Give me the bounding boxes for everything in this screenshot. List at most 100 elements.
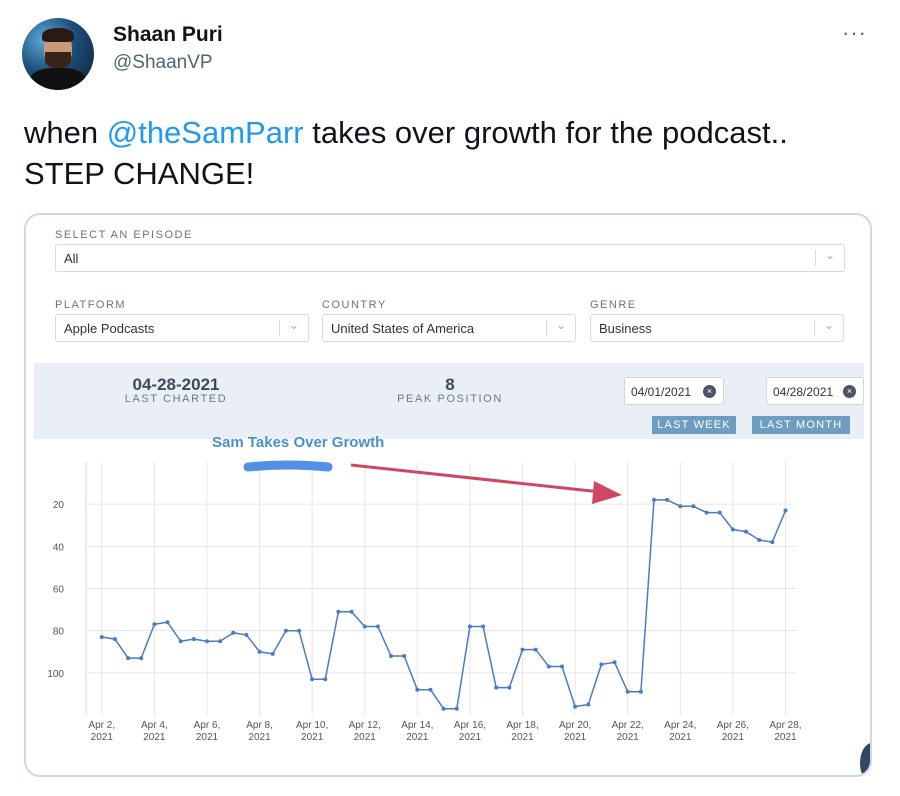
data-point [191, 637, 196, 642]
x-tick-year: 2021 [406, 732, 429, 743]
genre-select[interactable]: Business ⌄ [590, 314, 844, 342]
scroll-handle[interactable] [860, 743, 870, 775]
data-point [612, 660, 617, 665]
media-card[interactable]: SELECT AN EPISODE All ⌄ PLATFORM Apple P… [24, 213, 872, 777]
episode-select-value: All [64, 251, 79, 266]
data-point [770, 540, 775, 545]
platform-select[interactable]: Apple Podcasts ⌄ [55, 314, 309, 342]
chevron-down-icon: ⌄ [823, 318, 834, 332]
series-rank [99, 497, 788, 711]
data-point [178, 639, 183, 644]
annotation-arrow-head [592, 481, 622, 504]
data-point [586, 702, 591, 707]
data-point [730, 527, 735, 532]
clear-icon[interactable]: × [703, 385, 716, 398]
x-tick-label: Apr 14, [401, 720, 433, 731]
x-tick-label: Apr 10, [296, 720, 328, 731]
country-select-value: United States of America [331, 321, 475, 336]
start-date-value: 04/01/2021 [631, 385, 692, 399]
y-tick-label: 40 [53, 542, 65, 553]
data-point [691, 504, 696, 509]
user-handle[interactable]: @ShaanVP [113, 52, 213, 73]
data-point [218, 639, 223, 644]
data-point [415, 687, 420, 692]
y-tick-label: 80 [53, 627, 65, 638]
x-tick-year: 2021 [248, 732, 271, 743]
data-point [481, 624, 486, 629]
x-tick-year: 2021 [143, 732, 166, 743]
genre-label: GENRE [590, 299, 637, 311]
platform-label: PLATFORM [55, 299, 127, 311]
data-point [428, 687, 433, 692]
end-date-input[interactable]: 04/28/2021 × [766, 377, 864, 405]
data-point [389, 654, 393, 658]
x-tick-label: Apr 24, [664, 720, 696, 731]
data-point [599, 662, 604, 667]
x-tick-label: Apr 16, [454, 720, 486, 731]
data-point [757, 538, 762, 542]
data-point [244, 632, 249, 637]
data-point [744, 529, 748, 534]
x-tick-label: Apr 12, [349, 720, 381, 731]
data-point [126, 656, 131, 661]
x-tick-label: Apr 26, [717, 720, 749, 731]
more-options-icon[interactable]: ··· [842, 20, 867, 45]
peak-position-label: PEAK POSITION [397, 393, 503, 405]
data-point [441, 706, 446, 711]
country-select[interactable]: United States of America ⌄ [322, 314, 576, 342]
data-point [139, 656, 144, 661]
x-tick-label: Apr 28, [769, 720, 801, 731]
last-month-button[interactable]: LAST MONTH [752, 416, 850, 434]
data-point [678, 504, 683, 509]
data-point [652, 497, 656, 502]
x-tick-label: Apr 4, [141, 720, 168, 731]
x-tick-year: 2021 [564, 732, 587, 743]
data-point [231, 630, 236, 635]
data-point [375, 624, 380, 629]
y-tick-label: 100 [47, 669, 64, 680]
data-point [205, 639, 209, 644]
data-point [638, 689, 643, 694]
data-point [467, 624, 472, 629]
x-tick-label: Apr 20, [559, 720, 591, 731]
data-point [560, 664, 564, 669]
x-tick-year: 2021 [196, 732, 219, 743]
episode-label: SELECT AN EPISODE [55, 229, 193, 241]
end-date-value: 04/28/2021 [773, 385, 834, 399]
tweet-text-end: takes over growth for the podcast.. STEP… [24, 115, 788, 191]
clear-icon[interactable]: × [843, 385, 856, 398]
episode-select[interactable]: All ⌄ [55, 244, 845, 272]
data-point [402, 654, 407, 658]
data-point [152, 622, 157, 627]
data-point [494, 685, 499, 690]
platform-select-value: Apple Podcasts [64, 321, 155, 336]
last-charted-label: LAST CHARTED [124, 393, 228, 405]
annotation-text: Sam Takes Over Growth [212, 434, 385, 451]
data-point [336, 609, 341, 614]
chevron-down-icon: ⌄ [288, 318, 299, 332]
data-point [546, 664, 551, 669]
start-date-input[interactable]: 04/01/2021 × [624, 377, 724, 405]
data-point [507, 685, 512, 690]
data-point [297, 628, 301, 633]
x-tick-year: 2021 [459, 732, 482, 743]
x-tick-label: Apr 18, [506, 720, 538, 731]
display-name[interactable]: Shaan Puri [113, 23, 223, 46]
data-point [323, 677, 328, 682]
data-point [283, 628, 288, 633]
mention-link[interactable]: @theSamParr [106, 115, 304, 150]
peak-position-value: 8 [445, 375, 455, 394]
data-point [704, 510, 709, 515]
genre-select-value: Business [599, 321, 652, 336]
x-tick-year: 2021 [91, 732, 114, 743]
avatar[interactable] [22, 18, 94, 90]
last-week-button[interactable]: LAST WEEK [652, 416, 736, 434]
x-tick-year: 2021 [354, 732, 377, 743]
data-point [112, 637, 117, 642]
last-charted-value: 04-28-2021 [132, 375, 220, 394]
x-tick-label: Apr 22, [612, 720, 644, 731]
x-tick-label: Apr 2, [88, 720, 115, 731]
data-point [165, 620, 170, 625]
